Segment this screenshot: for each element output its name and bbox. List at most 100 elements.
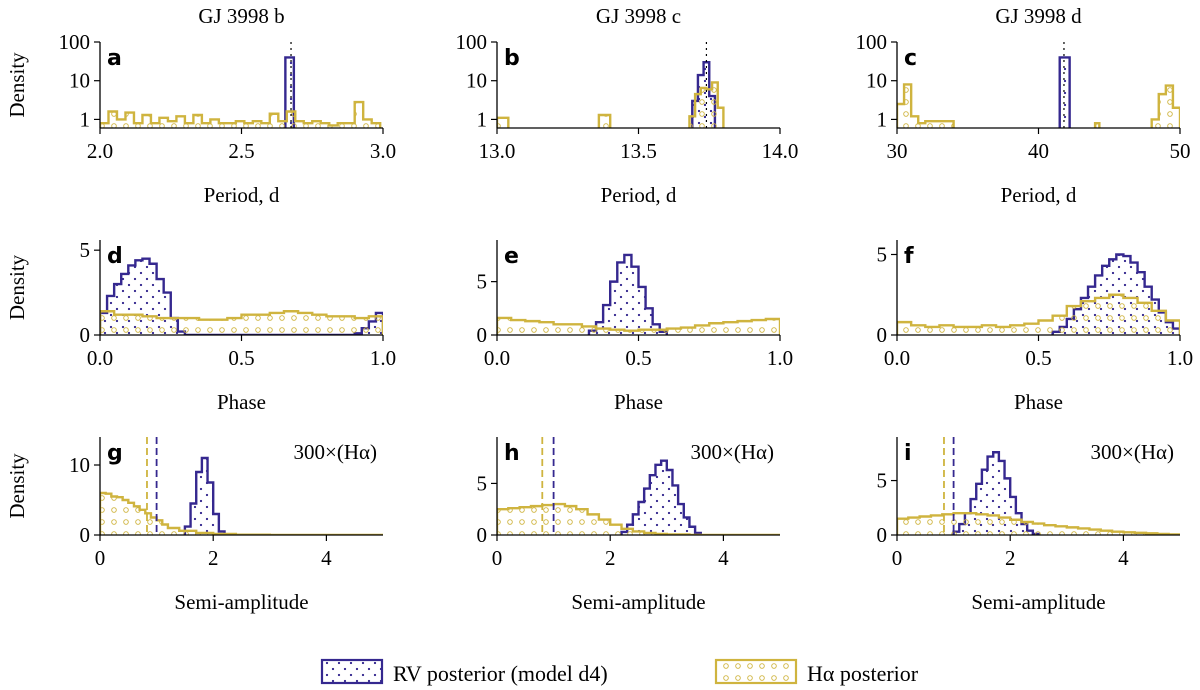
x-tick-label-g-1: 2 [208, 546, 219, 570]
y-tick-label-i-1: 5 [877, 469, 888, 493]
x-axis-label-c: Period, d [1001, 183, 1077, 207]
x-axis-label-e: Phase [614, 390, 663, 414]
panel-title-2: GJ 3998 d [995, 4, 1082, 28]
panel-d: 0.0 0.5 1.0 0 5 d Phase Density [5, 238, 396, 414]
x-tick-label-d-1: 0.5 [228, 346, 254, 370]
panels-group: GJ 3998 b GJ 3998 c GJ 3998 d2.0 2.5 3.01101… [5, 4, 1193, 614]
x-tick-label-a-0: 2.0 [87, 139, 113, 163]
panel-letter-g: g [107, 441, 123, 466]
y-tick-label-b-1: 10 [466, 69, 487, 93]
panel-letter-e: e [504, 244, 519, 269]
x-tick-label-a-1: 2.5 [228, 139, 254, 163]
x-axis-label-i: Semi-amplitude [971, 590, 1105, 614]
rv-histogram-h-outline [620, 459, 702, 535]
panel-h: 0 2 4 0 5h Semi-amplitude 300×(Hα) [477, 437, 780, 614]
y-axis-label-d: Density [5, 254, 29, 320]
y-tick-label-f-1: 5 [877, 242, 888, 266]
panel-title-1: GJ 3998 c [596, 4, 681, 28]
y-tick-label-f-0: 0 [877, 323, 888, 347]
y-tick-label-a-0: 1 [80, 107, 91, 131]
rv-histogram-e-fill [588, 254, 667, 335]
panel-e: 0.0 0.5 1.0 0 5e Phase [477, 240, 793, 414]
y-tick-label-e-0: 0 [477, 323, 488, 347]
legend: RV posterior (model d4) Hα posterior [320, 658, 919, 686]
x-tick-label-h-0: 0 [492, 546, 503, 570]
y-tick-label-c-0: 1 [877, 107, 888, 131]
legend-ha-swatch [714, 658, 798, 685]
x-tick-label-c-2: 50 [1170, 139, 1191, 163]
panel-b: 13.0 13.5 14.0 1 10 100 b Period, d [456, 30, 799, 207]
rv-histogram-g-outline [183, 456, 226, 535]
legend-rv-label: RV posterior (model d4) [393, 661, 608, 686]
x-axis-label-g: Semi-amplitude [174, 590, 308, 614]
x-tick-label-f-1: 0.5 [1025, 346, 1051, 370]
y-tick-label-i-0: 0 [877, 523, 888, 547]
x-tick-label-e-0: 0.0 [484, 346, 510, 370]
rv-histogram-a-outline [284, 56, 296, 128]
panel-f: 0.0 0.5 1.0 0 5 f Phase [877, 240, 1193, 414]
scale-annotation-i: 300×(Hα) [1091, 440, 1175, 464]
panel-letter-b: b [504, 46, 520, 71]
rv-histogram-g-fill [184, 458, 225, 535]
y-tick-label-d-0: 0 [80, 323, 91, 347]
scale-annotation-g: 300×(Hα) [294, 440, 378, 464]
panel-letter-f: f [904, 244, 914, 269]
y-tick-label-g-1: 10 [69, 453, 90, 477]
y-tick-label-e-1: 5 [477, 270, 488, 294]
x-tick-label-d-2: 1.0 [370, 346, 396, 370]
y-tick-label-h-0: 0 [477, 523, 488, 547]
ha-histogram-f-fill [897, 294, 1180, 335]
rv-histogram-c-outline [1058, 56, 1071, 128]
y-tick-label-c-1: 10 [866, 69, 887, 93]
ha-histogram-e-fill [497, 317, 780, 335]
x-tick-label-b-0: 13.0 [479, 139, 516, 163]
ha-histogram-h-outline [497, 502, 780, 535]
x-axis-label-f: Phase [1014, 390, 1063, 414]
panel-letter-c: c [904, 46, 917, 71]
rv-histogram-h-fill [621, 460, 701, 535]
ha-histogram-f-outline [897, 293, 1180, 335]
ha-histogram-b-outline [497, 81, 725, 128]
ha-histogram-i-outline [897, 512, 1180, 535]
y-tick-label-b-0: 1 [477, 107, 488, 131]
panel-letter-h: h [504, 441, 520, 466]
panel-letter-i: i [904, 441, 912, 466]
ha-histogram-c-fill [897, 84, 1180, 128]
rv-histogram-e-outline [587, 253, 668, 335]
ha-histogram-g-outline [100, 491, 383, 535]
x-tick-label-e-1: 0.5 [625, 346, 651, 370]
x-axis-label-h: Semi-amplitude [571, 590, 705, 614]
y-tick-label-a-1: 10 [69, 69, 90, 93]
y-tick-label-b-2: 100 [456, 30, 488, 54]
x-axis-label-b: Period, d [601, 183, 677, 207]
x-tick-label-i-0: 0 [892, 546, 903, 570]
ha-histogram-e-outline [497, 316, 780, 335]
panel-c: 30 40 50 1 10 100 c Period, d [856, 30, 1191, 207]
ha-histogram-a-outline [100, 100, 382, 128]
ha-histogram-g-fill [100, 493, 383, 535]
legend-rv-swatch [320, 658, 384, 685]
ha-histogram-h-fill [497, 504, 780, 535]
y-tick-label-c-2: 100 [856, 30, 888, 54]
x-tick-label-f-2: 1.0 [1167, 346, 1193, 370]
scale-annotation-h: 300×(Hα) [691, 440, 775, 464]
panel-title-0: GJ 3998 b [198, 4, 284, 28]
x-tick-label-f-0: 0.0 [884, 346, 910, 370]
x-tick-label-g-2: 4 [321, 546, 332, 570]
panel-i: 0 2 4 0 5i Semi-amplitude 300×(Hα) [877, 437, 1180, 614]
ha-histogram-d-outline [100, 310, 383, 335]
y-tick-label-h-1: 5 [477, 471, 488, 495]
ha-histogram-d-fill [100, 311, 383, 335]
x-axis-label-d: Phase [217, 390, 266, 414]
y-tick-label-d-1: 5 [80, 238, 91, 262]
y-axis-label-g: Density [5, 453, 29, 519]
rv-histogram-c-fill [1059, 57, 1070, 128]
x-tick-label-e-2: 1.0 [767, 346, 793, 370]
x-tick-label-h-1: 2 [605, 546, 616, 570]
x-tick-label-h-2: 4 [718, 546, 729, 570]
x-tick-label-d-0: 0.0 [87, 346, 113, 370]
x-tick-label-i-1: 2 [1005, 546, 1016, 570]
x-tick-label-b-2: 14.0 [762, 139, 799, 163]
x-tick-label-c-1: 40 [1028, 139, 1049, 163]
